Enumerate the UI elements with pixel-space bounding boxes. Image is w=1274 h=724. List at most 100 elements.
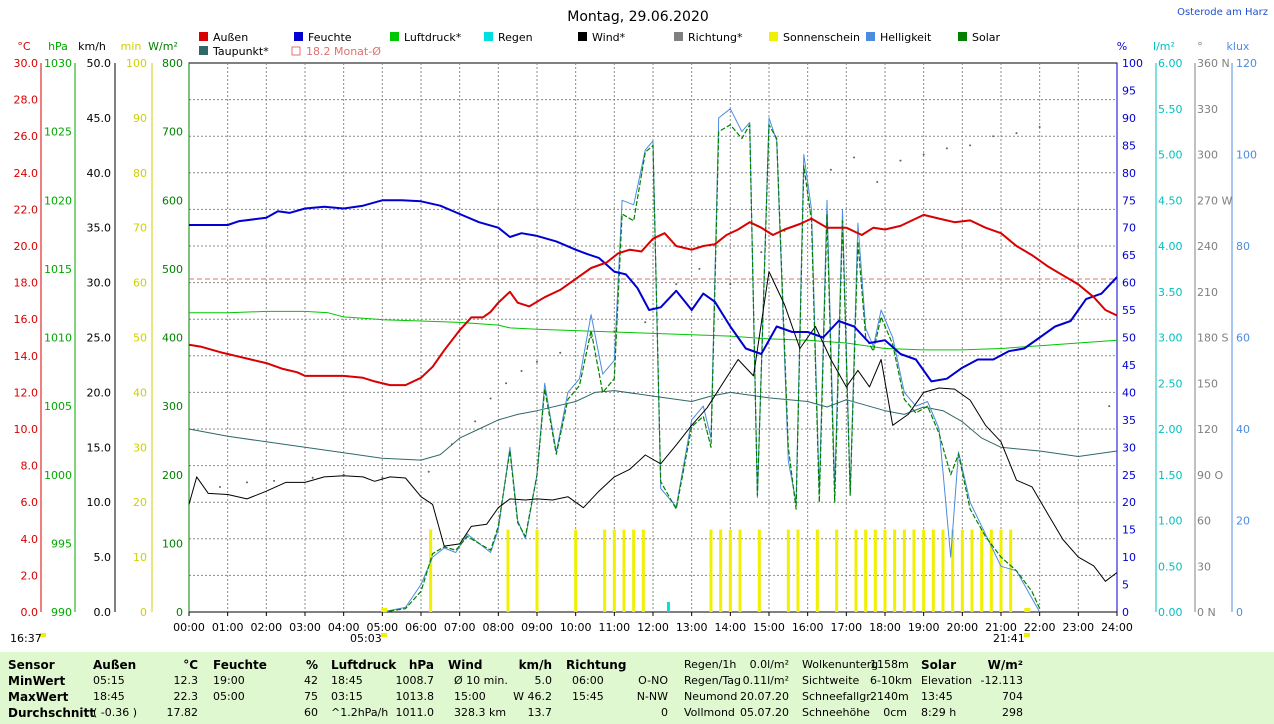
legend-swatch [390,32,399,41]
stats-header: km/h [518,658,552,672]
stats-value: 20.07.20 [740,690,789,703]
sunshine-bar [912,529,916,612]
sunshine-bar [902,529,906,612]
stats-value: 704 [1002,690,1023,703]
legend-entry: Wind* [578,31,626,44]
stats-value: 19:00 [213,674,245,687]
axis-tick-wm2: 500 [162,263,183,276]
x-tick-label: 06:00 [405,621,437,634]
axis-tick-min: 70 [133,222,147,235]
stats-value: Elevation [921,674,973,687]
axis-unit-left: min [121,40,142,53]
sunshine-bar [757,529,761,612]
stats-value: 06:00 [572,674,604,687]
stats-value: 5.0 [534,674,553,687]
stats-header: °C [183,658,198,672]
stats-header: W/m² [987,658,1023,672]
axis-tick-deg: 360 N [1197,57,1230,70]
axis-tick-lm2: 4.50 [1158,194,1183,207]
direction-point [273,479,276,482]
x-tick-label: 04:00 [328,621,360,634]
axis-tick-deg: 30 [1197,560,1211,573]
axis-tick-min: 30 [133,441,147,454]
sun-marker [381,608,388,612]
stats-header: Richtung [566,658,627,672]
axis-tick-temp: 22.0 [14,203,39,216]
x-tick-label: 13:00 [676,621,708,634]
stats-value: 75 [304,690,318,703]
axis-tick-deg: 300 [1197,149,1218,162]
axis-tick-klux: 60 [1236,332,1250,345]
axis-tick-pct: 65 [1122,249,1136,262]
legend-swatch [199,32,208,41]
axis-tick-pct: 35 [1122,414,1136,427]
legend-entry: Solar [958,31,1001,44]
axis-unit-left: hPa [48,40,68,53]
legend-swatch [769,32,778,41]
legend-swatch [674,32,683,41]
direction-point [876,180,879,183]
stats-value: W 46.2 [513,690,552,703]
chart-title: Montag, 29.06.2020 [567,9,709,25]
legend-label: 18.2 Monat-Ø [306,45,381,58]
axis-tick-wm2: 800 [162,57,183,70]
axis-tick-pct: 50 [1122,332,1136,345]
direction-point [760,251,763,254]
axis-tick-lm2: 0.00 [1158,606,1183,619]
direction-point [1038,126,1041,129]
axis-tick-lm2: 2.00 [1158,423,1183,436]
direction-point [698,267,701,270]
sunshine-bar [574,529,578,612]
axis-unit-left: km/h [78,40,106,53]
stats-value: Schneehöhe [802,706,870,719]
direction-point [853,156,856,159]
axis-tick-kmh: 0.0 [94,606,112,619]
sunshine-bar [506,529,510,612]
axis-tick-kmh: 25.0 [87,332,112,345]
axis-tick-temp: 8.0 [21,460,39,473]
axis-tick-pct: 75 [1122,194,1136,207]
axis-tick-kmh: 30.0 [87,277,112,290]
axis-tick-deg: 90 O [1197,469,1223,482]
sunrise-swatch [381,633,387,637]
axis-tick-deg: 270 W [1197,194,1232,207]
axis-tick-lm2: 6.00 [1158,57,1183,70]
axis-tick-wm2: 400 [162,332,183,345]
sunshine-bar [941,529,945,612]
legend-label: Luftdruck* [404,31,462,44]
sunshine-bar [951,529,955,612]
direction-point [729,283,732,286]
axis-tick-hpa: 1020 [44,194,72,207]
stats-value: N-NW [636,690,668,703]
sunshine-bar [960,529,964,612]
axis-tick-wm2: 300 [162,400,183,413]
x-tick-label: 11:00 [598,621,630,634]
sunshine-bar [709,529,713,612]
axis-tick-min: 60 [133,277,147,290]
legend-swatch [484,32,493,41]
direction-point [246,481,248,484]
direction-point [1015,132,1018,135]
sunshine-bar [815,529,819,612]
stats-header: Solar [921,658,957,672]
axis-tick-hpa: 1015 [44,263,72,276]
stats-value: 22.3 [173,690,199,703]
legend-label: Außen [213,31,248,44]
stats-panel: Sensor Außen °C Feuchte% Luftdruck hPa Wind km/… [0,652,1274,724]
legend-label: Solar [972,31,1001,44]
stats-value: Vollmond [684,706,735,719]
stats-value: 0cm [883,706,907,719]
axis-tick-wm2: 700 [162,126,183,139]
axis-tick-deg: 330 [1197,103,1218,116]
axis-tick-temp: 14.0 [14,350,39,363]
stats-value: Regen/1h [684,658,737,671]
stats-value: 328.3 km [454,706,507,719]
axis-tick-temp: 4.0 [21,533,39,546]
brightness-line [382,108,1041,613]
direction-point [381,476,384,479]
axis-tick-kmh: 5.0 [94,551,112,564]
axis-tick-klux: 40 [1236,423,1250,436]
axis-tick-lm2: 1.00 [1158,515,1183,528]
axis-tick-pct: 0 [1122,606,1129,619]
axis-tick-kmh: 15.0 [87,441,112,454]
